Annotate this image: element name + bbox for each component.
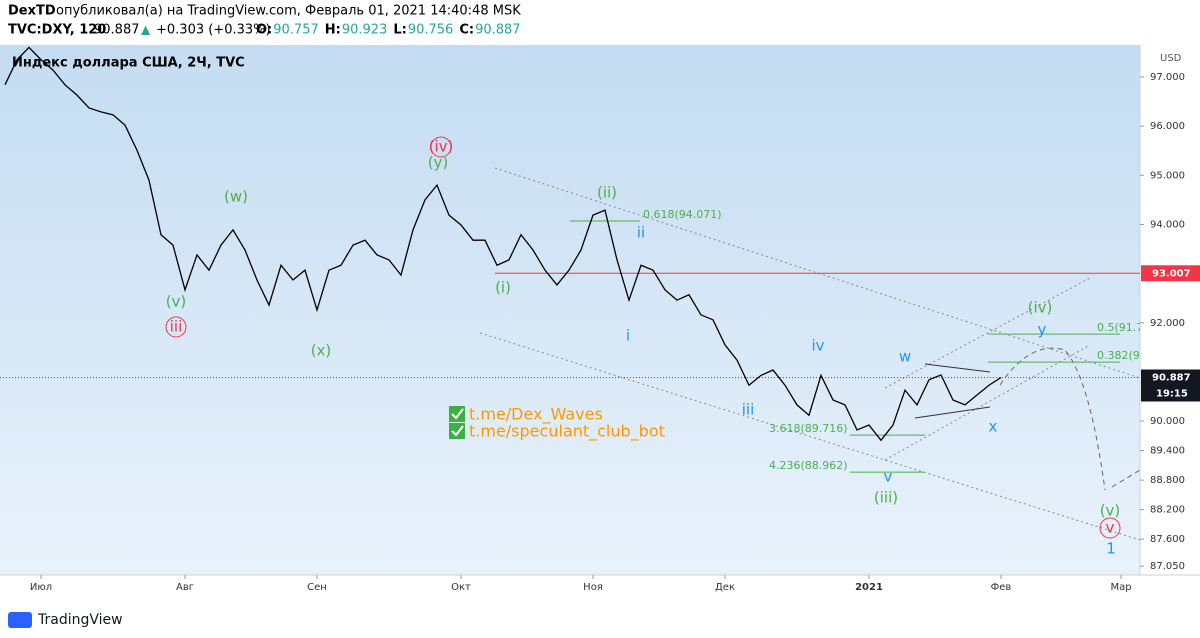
x-tick-label: Дек — [715, 582, 735, 593]
fib-label: 3.618(89.716) — [769, 422, 848, 435]
wave-label: iii — [742, 401, 755, 419]
chart-title: Индекс доллара США, 2Ч, TVC — [12, 56, 245, 71]
check-icon — [449, 406, 465, 422]
wave-label: (iii) — [874, 489, 898, 507]
wave-label: x — [989, 418, 998, 436]
x-tick-label: Окт — [451, 582, 471, 593]
link[interactable]: t.me/Dex_Waves — [469, 405, 603, 425]
x-tick-label: Сен — [307, 582, 327, 593]
channel-line — [884, 344, 1091, 461]
change: +0.303 (+0.33%) — [156, 23, 271, 38]
channel-line — [494, 167, 1140, 379]
channel-line — [884, 277, 1091, 389]
fib-label: 0.382(91 — [1097, 349, 1147, 362]
price-tag-label: 93.007 — [1152, 268, 1191, 279]
ohlc-value: 90.757 — [273, 23, 319, 38]
ohlc-key: H: — [325, 23, 341, 38]
triangle-line — [914, 406, 991, 419]
wave-label: i — [626, 327, 630, 345]
channel-line — [479, 332, 1140, 541]
link[interactable]: t.me/speculant_club_bot — [469, 422, 665, 442]
arrow: ▲ — [141, 23, 151, 37]
y-tick-label: 92.000 — [1150, 318, 1185, 329]
y-tick-label: 87.600 — [1150, 534, 1185, 545]
y-tick-label: 97.000 — [1150, 72, 1185, 83]
y-tick-label: 90.000 — [1150, 416, 1185, 427]
price-tag — [1141, 265, 1200, 282]
ohlc-value: 90.756 — [408, 23, 454, 38]
wave-label: iii — [170, 318, 183, 336]
fib-label: 0.5(91.7 — [1097, 321, 1143, 334]
y-tick-label: 88.200 — [1150, 505, 1185, 516]
currency: USD — [1160, 53, 1182, 64]
ohlc-key: L: — [393, 23, 406, 38]
ohlc-value: 90.887 — [475, 23, 521, 38]
wave-label: iv — [811, 337, 824, 355]
wave-label: 1 — [1106, 540, 1116, 558]
countdown-tag — [1141, 385, 1200, 402]
wave-circle — [430, 136, 452, 158]
wave-label: (x) — [311, 342, 332, 360]
triangle-line — [924, 363, 991, 373]
published: опубликовал(а) на TradingView.com, Февра… — [56, 4, 521, 19]
wave-label: ii — [637, 224, 645, 242]
logo — [8, 612, 32, 628]
wave-label: (v) — [166, 293, 187, 311]
check-icon — [449, 423, 465, 439]
y-tick-label: 94.000 — [1150, 219, 1185, 230]
wave-circle — [165, 316, 187, 338]
countdown-label: 19:15 — [1156, 389, 1188, 400]
wave-label: (v) — [1100, 502, 1121, 520]
fib-label: 0.618(94.071) — [643, 208, 722, 221]
x-tick-label: 2021 — [855, 582, 883, 593]
x-tick-label: Авг — [176, 582, 194, 593]
check-mark — [451, 425, 464, 437]
wave-label: (iv) — [429, 138, 454, 156]
wave-label: (ii) — [597, 184, 617, 202]
ohlc-value: 90.923 — [342, 23, 388, 38]
y-tick-label: 88.800 — [1150, 475, 1185, 486]
wave-label: (y) — [428, 154, 449, 172]
symbol: TVC:DXY, 120 — [8, 23, 106, 38]
last: 90.887 — [94, 23, 140, 38]
x-tick-label: Июл — [30, 582, 52, 593]
ohlc-key: C: — [459, 23, 474, 38]
y-tick-label: 87.050 — [1150, 561, 1185, 572]
y-tick-label: 96.000 — [1150, 121, 1185, 132]
x-tick-label: Ноя — [583, 582, 603, 593]
x-tick-label: Фев — [991, 582, 1012, 593]
footer: TradingView — [37, 612, 123, 628]
author: DexTD — [8, 4, 56, 19]
check-mark — [451, 408, 464, 420]
projection — [999, 347, 1140, 491]
price-tag — [1141, 369, 1200, 386]
price-tag-label: 90.887 — [1152, 373, 1191, 384]
wave-label: y — [1038, 321, 1047, 339]
plot: 0.618(94.071) 0.5(91.7 0.382(91 3.618(89.71… — [0, 46, 1147, 558]
fib-label: 4.236(88.962) — [769, 459, 848, 472]
wave-label: v — [1106, 519, 1115, 537]
y-tick-label: 89.400 — [1150, 446, 1185, 457]
wave-label: (i) — [495, 279, 511, 297]
plot-area — [0, 45, 1140, 575]
wave-circle — [1099, 517, 1121, 539]
x-tick-label: Мар — [1110, 582, 1131, 593]
ohlc-key: O: — [256, 23, 272, 38]
wave-label: (iv) — [1028, 299, 1053, 317]
y-tick-label: 95.000 — [1150, 170, 1185, 181]
wave-label: v — [884, 468, 893, 486]
links: t.me/Dex_Waves t.me/speculant_club_bot — [449, 405, 665, 442]
wave-label: w — [899, 348, 911, 366]
price-line — [4, 46, 1002, 442]
wave-label: (w) — [224, 188, 248, 206]
ohlc: O: 90.757 H: 90.923 L: 90.756 C: 90.887 — [256, 23, 521, 38]
